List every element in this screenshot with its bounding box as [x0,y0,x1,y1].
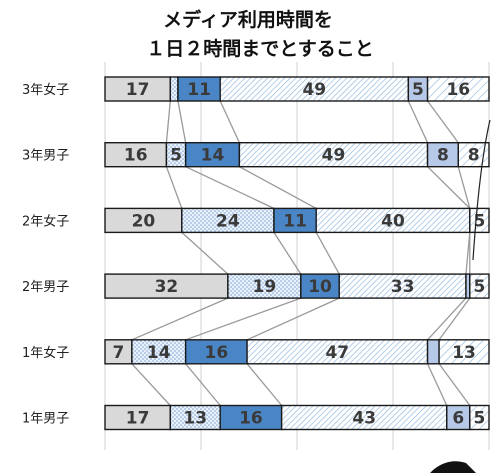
segment-value-label: 19 [253,277,277,297]
category-label: 3年男子 [22,149,69,164]
bar-segment [280,404,448,431]
connector-line [246,297,340,341]
segment-value-label: 11 [283,211,307,231]
bar-segment [169,76,179,102]
segment-value-label: 16 [124,146,148,166]
segment-value-label: 5 [412,80,424,100]
decorative-blob [430,461,476,473]
connector-line [177,100,187,143]
category-label: 2年女子 [22,213,69,229]
segment-value-label: 49 [302,80,326,100]
connector-line [181,231,229,275]
segment-value-label: 43 [352,409,376,429]
bar-segment [184,141,241,168]
segment-value-label: 10 [308,277,332,297]
segment-value-label: 40 [381,211,405,231]
connector-line [427,297,467,341]
connector-line [426,363,448,406]
segment-value-label: 14 [201,146,225,166]
segment-value-label: 49 [322,146,346,166]
bar-segment [219,404,283,431]
connector-line [315,232,340,275]
category-label: 1年女子 [22,345,69,361]
bar-segment [469,273,490,299]
connector-line [457,166,471,209]
segment-value-label: 8 [468,146,480,166]
connector-line [165,166,183,209]
bar-segment [104,207,183,234]
connector-line [185,297,302,341]
bar-segment [426,76,490,102]
segment-value-label: 5 [473,409,485,429]
bar-segment [273,207,317,234]
segment-value-label: 13 [183,409,207,429]
bar-segment [184,339,248,365]
connector-line [185,166,275,209]
connector-line [427,100,459,144]
segment-value-label: 7 [113,343,125,363]
segment-value-label: 14 [147,343,171,363]
chart-title-line-1: メディア利用時間を [163,8,333,31]
connector-line [131,297,229,341]
bars: 17 11 49 5 16 16 5 14 49 8 8 20 24 11 40 5 32 19 10 33 5 7 14 1… [104,76,490,431]
segment-value-label: 33 [391,277,415,297]
segment-value-label: 5 [473,211,485,231]
connector-line [407,100,429,143]
connector-line [165,100,171,143]
segment-value-label: 17 [126,80,150,100]
bar-segment [227,273,302,299]
gridlines [104,62,490,450]
connector-line [427,166,471,209]
bar-segment [469,207,490,234]
segment-value-label: 24 [216,211,240,231]
bar-segment [104,404,171,431]
segment-value-label: 8 [437,146,449,166]
connector-line [239,166,317,209]
connector-line [438,297,471,341]
connector-line [131,363,171,406]
segment-value-label: 47 [325,343,349,363]
category-label: 3年女子 [22,82,69,98]
decorative-curve [472,119,491,261]
segment-value-label: 13 [452,343,476,363]
segment-value-label: 32 [155,277,179,297]
category-label: 1年男子 [22,412,69,427]
chart-title-line-2: １日２時間までとすること [146,38,373,60]
bar-segment [438,339,490,365]
connector-line [185,363,221,406]
segment-value-label: 17 [126,409,150,429]
segment-value-label: 6 [452,409,464,429]
bar-segment [315,207,471,234]
bar-segment [426,339,440,365]
bar-segment [131,339,187,365]
segment-value-label: 16 [205,343,229,363]
category-labels: 3年女子 3年男子 2年女子 2年男子 1年女子 1年男子 [22,82,69,427]
bar-segment [219,76,410,102]
category-label: 2年男子 [22,280,69,295]
bar-segment [426,141,459,168]
segment-value-label: 16 [239,409,263,429]
bar-segment [246,339,429,365]
bar-segment [104,273,229,299]
bar-segment [469,404,490,431]
segment-value-label: 5 [473,277,485,297]
connector-lines [131,100,471,406]
connector-line [219,100,240,143]
segment-value-label: 5 [170,146,182,166]
segment-value-label: 16 [446,80,470,100]
connector-line [438,363,471,406]
connector-line [273,232,302,275]
segment-value-label: 20 [132,211,156,231]
segment-value-label: 11 [187,80,211,100]
connector-line [246,363,283,406]
bar-segment [104,141,168,168]
